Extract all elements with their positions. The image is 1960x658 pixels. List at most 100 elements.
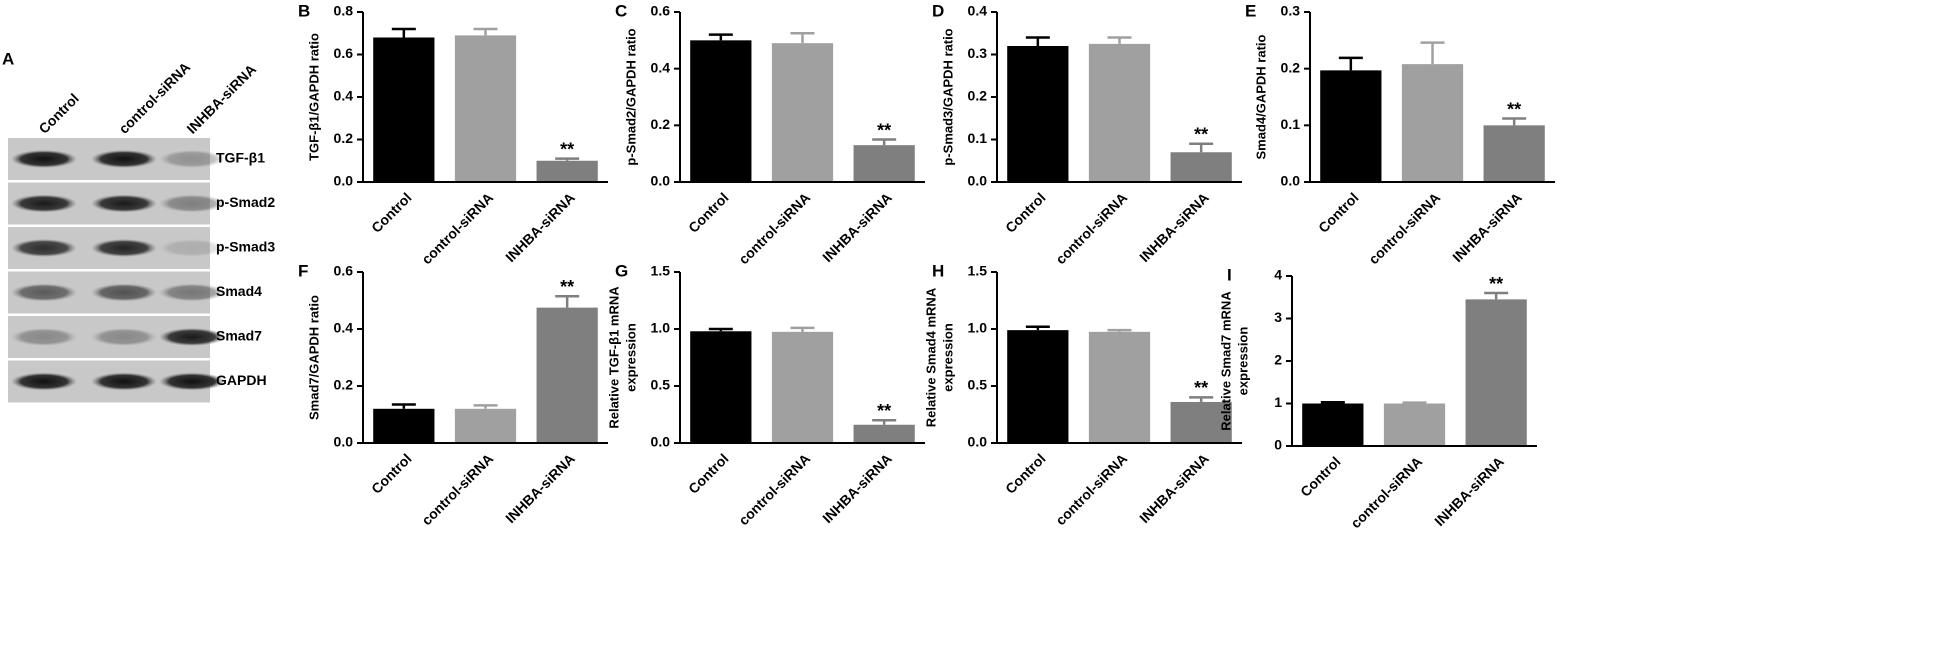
panel-label: E <box>1245 1 1256 20</box>
blot-band <box>91 283 157 302</box>
y-tick-label: 0.2 <box>651 116 671 132</box>
axes <box>362 12 608 183</box>
bar <box>536 160 598 182</box>
y-axis-label: TGF-β1/GAPDH ratio <box>306 33 321 161</box>
y-axis-label: Smad4/GAPDH ratio <box>1253 34 1268 159</box>
y-tick-label: 0 <box>1274 437 1282 453</box>
panel-label: F <box>298 261 308 280</box>
error-bar <box>872 418 897 425</box>
bar <box>1007 46 1069 182</box>
y-axis-label: Relative Smad4 mRNA <box>923 287 938 427</box>
x-tick-label: INHBA-siRNA <box>1449 189 1525 265</box>
axes <box>1291 276 1537 447</box>
error-bar <box>1320 400 1345 404</box>
blot-band <box>11 283 77 302</box>
y-axis-label: expression <box>940 323 955 392</box>
significance: ** <box>560 277 574 297</box>
bar <box>536 307 598 443</box>
y-tick-label: 0.2 <box>334 377 354 393</box>
x-tick-label: INHBA-siRNA <box>1136 189 1212 265</box>
error-bar <box>708 33 733 41</box>
y-tick-label: 0.2 <box>1281 59 1301 75</box>
x-tick-label: INHBA-siRNA <box>819 450 895 526</box>
x-tick-label: Control <box>1297 453 1344 500</box>
significance: ** <box>1507 99 1521 119</box>
panel-label: B <box>298 1 310 20</box>
bar <box>853 145 915 182</box>
x-tick-label: Control <box>685 189 732 236</box>
blot-band <box>91 372 157 391</box>
error-bar <box>555 157 580 161</box>
blot-band <box>11 194 77 213</box>
y-tick-label: 0.1 <box>968 130 988 146</box>
y-tick-label: 3 <box>1274 309 1282 325</box>
error-bar <box>473 27 498 36</box>
x-tick-label: control-siRNA <box>735 450 813 528</box>
bar <box>1088 43 1151 182</box>
band-label: p-Smad3 <box>216 239 275 255</box>
y-tick-label: 0.5 <box>651 377 671 393</box>
band-label: TGF-β1 <box>216 150 265 166</box>
blot-band <box>91 150 157 168</box>
significance: ** <box>1194 378 1208 398</box>
significance: ** <box>1489 274 1503 294</box>
error-bar <box>708 327 733 332</box>
lane-label: control-siRNA <box>115 59 193 137</box>
y-tick-label: 1 <box>1274 394 1282 410</box>
error-bar <box>872 138 897 146</box>
error-bar <box>391 403 416 409</box>
y-tick-label: 0.0 <box>334 173 354 189</box>
x-tick-label: control-siRNA <box>1052 450 1130 528</box>
bar <box>1088 331 1151 443</box>
y-tick-label: 0.4 <box>334 88 354 104</box>
y-tick-label: 0.4 <box>334 320 354 336</box>
blot-band <box>159 372 225 391</box>
axes <box>362 272 608 444</box>
error-bar <box>1338 56 1363 71</box>
error-bar <box>1189 396 1214 402</box>
y-tick-label: 0.0 <box>334 434 354 450</box>
x-tick-label: Control <box>368 189 415 236</box>
x-tick-label: control-siRNA <box>1052 189 1130 267</box>
bar <box>1302 403 1364 446</box>
bar <box>1465 299 1527 446</box>
y-tick-label: 0.6 <box>334 263 354 279</box>
y-tick-label: 1.5 <box>968 263 988 279</box>
error-bar <box>1189 142 1214 153</box>
x-tick-label: INHBA-siRNA <box>502 189 578 265</box>
x-tick-label: Control <box>1315 189 1362 236</box>
error-bar <box>790 326 815 332</box>
x-tick-label: INHBA-siRNA <box>819 189 895 265</box>
error-bar <box>473 404 498 409</box>
y-tick-label: 0.8 <box>334 3 354 19</box>
x-tick-label: control-siRNA <box>1365 189 1443 267</box>
blot-band <box>11 239 77 257</box>
y-axis-label: Relative TGF-β1 mRNA <box>606 286 621 429</box>
significance: ** <box>560 139 574 159</box>
y-tick-label: 1.0 <box>651 320 671 336</box>
bar <box>771 43 834 182</box>
bar <box>771 331 834 443</box>
y-axis-label: Smad7/GAPDH ratio <box>306 295 321 420</box>
y-tick-label: 0.0 <box>968 434 988 450</box>
blot-band <box>91 239 157 257</box>
bar <box>1483 125 1545 182</box>
y-tick-label: 0.2 <box>334 130 354 146</box>
blot-band <box>159 194 225 213</box>
x-tick-label: control-siRNA <box>735 189 813 267</box>
bar <box>690 40 752 183</box>
y-axis-label: expression <box>1235 327 1250 396</box>
error-bar <box>1107 328 1132 332</box>
axes <box>996 12 1242 183</box>
panel-label: H <box>932 261 944 280</box>
blot-band <box>91 194 157 213</box>
x-tick-label: INHBA-siRNA <box>502 450 578 526</box>
error-bar <box>391 27 416 38</box>
error-bar <box>790 32 815 44</box>
error-bar <box>1484 291 1509 300</box>
error-bar <box>1420 41 1445 65</box>
blot-band <box>11 328 77 346</box>
significance: ** <box>1194 125 1208 145</box>
y-tick-label: 0.3 <box>968 45 988 61</box>
